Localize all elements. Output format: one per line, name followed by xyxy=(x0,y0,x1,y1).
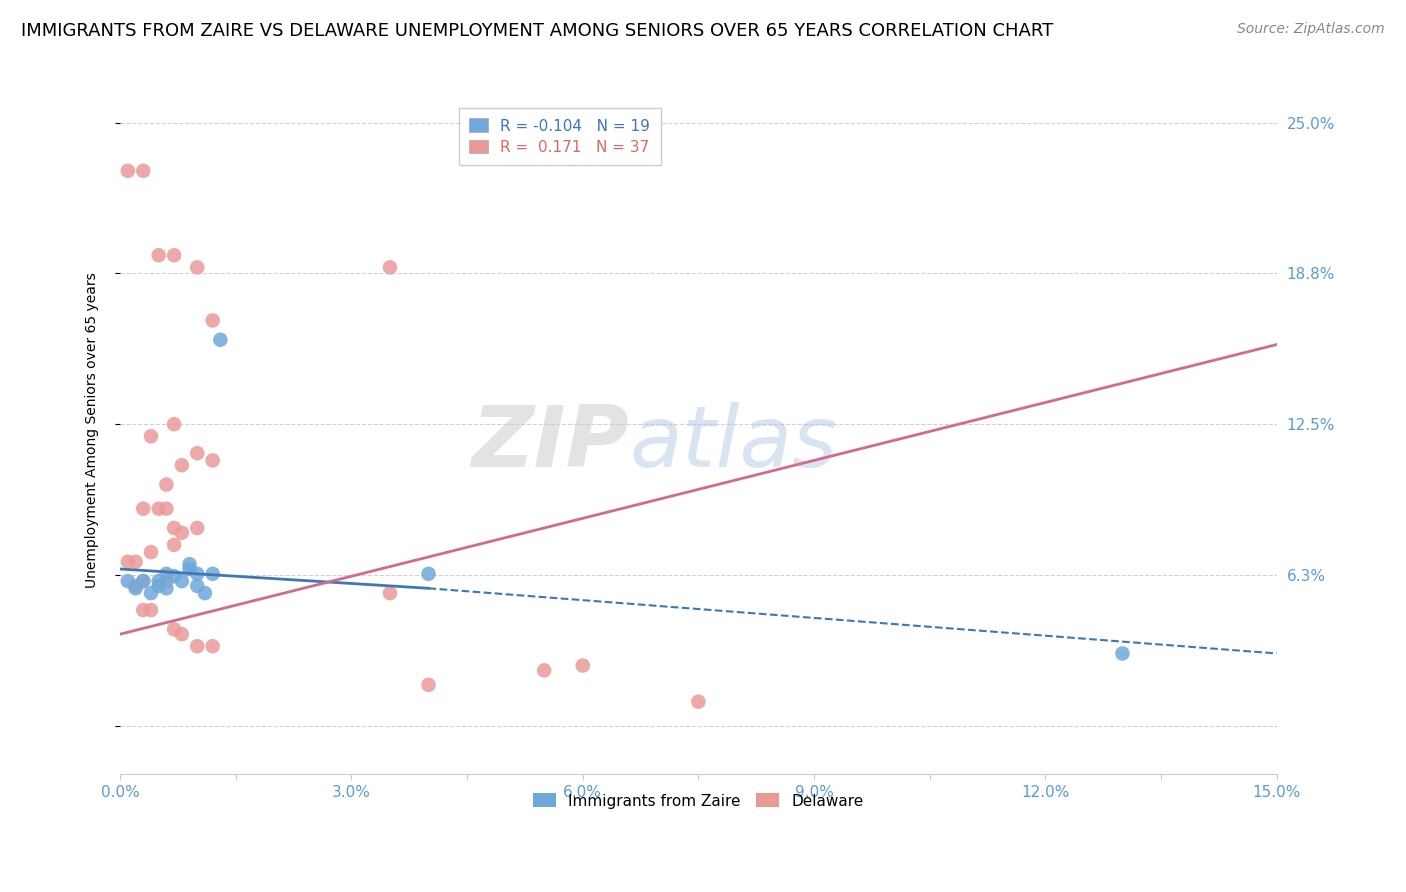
Point xyxy=(170,458,193,473)
Point xyxy=(155,582,177,596)
Point xyxy=(209,333,232,347)
Point xyxy=(378,260,401,275)
Point xyxy=(186,579,208,593)
Point xyxy=(117,574,139,588)
Point xyxy=(117,555,139,569)
Point xyxy=(124,555,146,569)
Point xyxy=(163,417,186,432)
Point xyxy=(139,429,162,443)
Point xyxy=(170,574,193,588)
Point xyxy=(186,639,208,653)
Point xyxy=(418,678,440,692)
Point xyxy=(688,695,710,709)
Point xyxy=(139,586,162,600)
Point xyxy=(170,627,193,641)
Point xyxy=(170,525,193,540)
Point xyxy=(186,521,208,535)
Point xyxy=(179,562,201,576)
Point xyxy=(418,566,440,581)
Point xyxy=(132,603,155,617)
Point xyxy=(132,164,155,178)
Point xyxy=(148,574,170,588)
Point xyxy=(186,446,208,460)
Point xyxy=(201,566,224,581)
Point xyxy=(201,313,224,327)
Point xyxy=(163,569,186,583)
Point xyxy=(163,521,186,535)
Point xyxy=(163,248,186,262)
Point xyxy=(139,545,162,559)
Point xyxy=(533,664,555,678)
Point xyxy=(148,579,170,593)
Point xyxy=(179,557,201,571)
Point xyxy=(132,574,155,588)
Point xyxy=(132,501,155,516)
Point xyxy=(201,639,224,653)
Point xyxy=(124,582,146,596)
Point xyxy=(201,453,224,467)
Point xyxy=(186,260,208,275)
Point xyxy=(378,586,401,600)
Text: IMMIGRANTS FROM ZAIRE VS DELAWARE UNEMPLOYMENT AMONG SENIORS OVER 65 YEARS CORRE: IMMIGRANTS FROM ZAIRE VS DELAWARE UNEMPL… xyxy=(21,22,1053,40)
Text: ZIP: ZIP xyxy=(471,402,628,485)
Point xyxy=(148,248,170,262)
Point xyxy=(186,566,208,581)
Y-axis label: Unemployment Among Seniors over 65 years: Unemployment Among Seniors over 65 years xyxy=(86,272,100,588)
Point xyxy=(148,501,170,516)
Point xyxy=(155,566,177,581)
Point xyxy=(194,586,217,600)
Point xyxy=(155,574,177,588)
Point xyxy=(124,579,146,593)
Point xyxy=(571,658,593,673)
Point xyxy=(155,501,177,516)
Point xyxy=(117,164,139,178)
Point xyxy=(1111,647,1133,661)
Point xyxy=(139,603,162,617)
Text: atlas: atlas xyxy=(628,402,837,485)
Point xyxy=(163,623,186,637)
Point xyxy=(155,477,177,491)
Legend: Immigrants from Zaire, Delaware: Immigrants from Zaire, Delaware xyxy=(527,788,870,814)
Point xyxy=(163,538,186,552)
Point xyxy=(132,574,155,588)
Text: Source: ZipAtlas.com: Source: ZipAtlas.com xyxy=(1237,22,1385,37)
